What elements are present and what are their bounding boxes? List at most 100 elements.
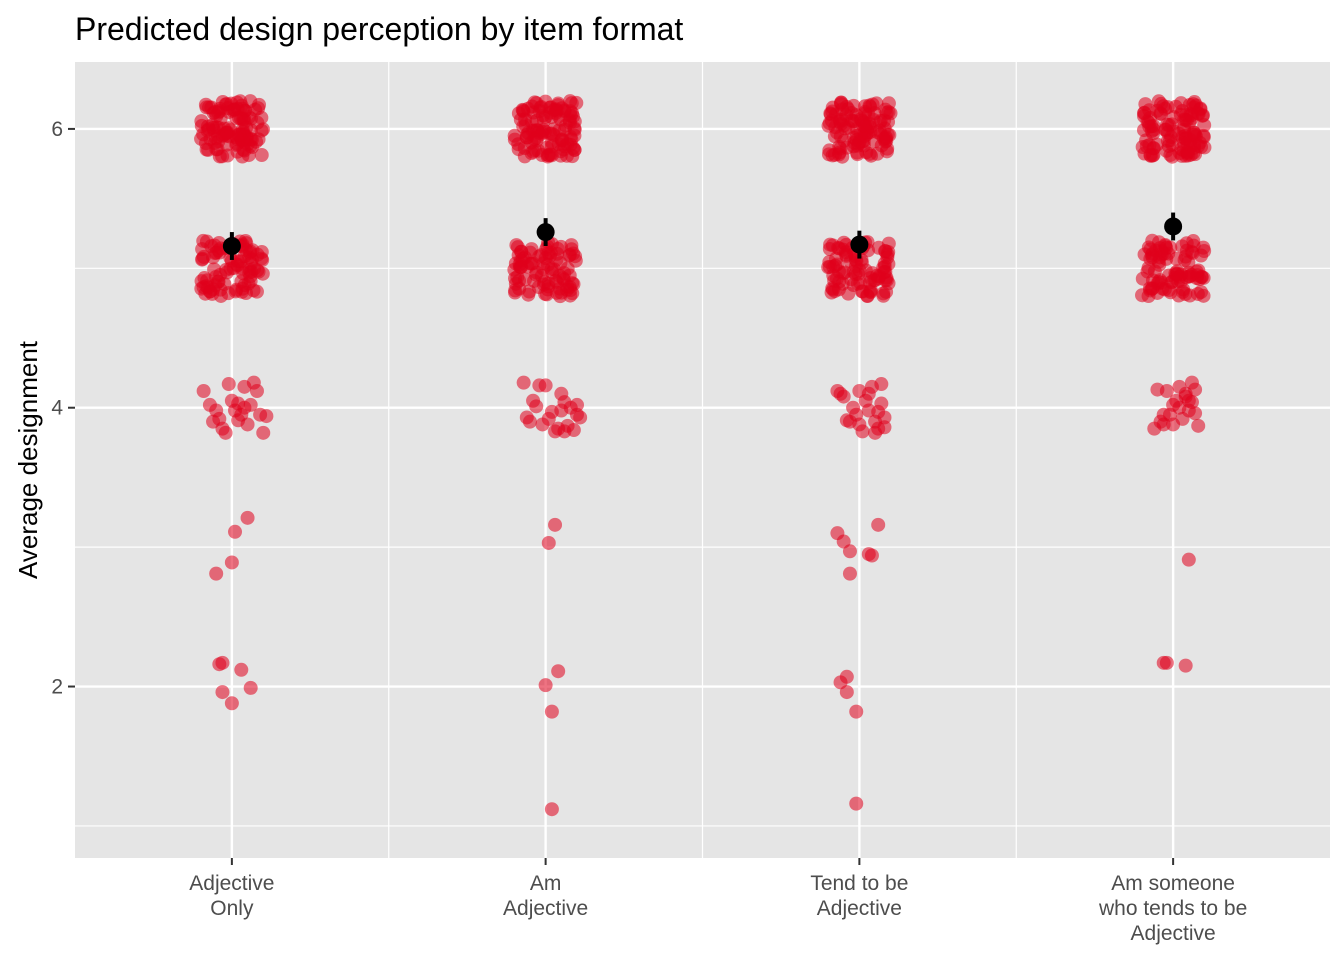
data-point: [874, 377, 889, 392]
mean-point: [222, 237, 241, 256]
data-point: [553, 289, 568, 304]
data-point: [1142, 281, 1157, 296]
data-point: [240, 417, 255, 432]
data-point: [534, 99, 549, 114]
minor-gridlines: [75, 62, 1330, 858]
data-point: [206, 414, 221, 429]
data-point: [841, 120, 856, 135]
data-point: [871, 271, 886, 286]
data-point: [1178, 658, 1193, 673]
data-point: [546, 127, 561, 142]
data-point: [549, 275, 564, 290]
data-point: [1145, 233, 1160, 248]
data-point: [215, 685, 230, 700]
data-point: [842, 566, 857, 581]
data-point: [1176, 282, 1191, 297]
data-point: [570, 397, 584, 412]
data-point: [877, 410, 892, 425]
data-point: [854, 252, 869, 267]
y-axis: 2 4 6: [51, 118, 75, 699]
data-point: [230, 95, 245, 110]
data-point: [516, 375, 531, 390]
data-point: [852, 263, 867, 278]
data-point: [1193, 284, 1208, 299]
data-point: [1191, 418, 1206, 433]
data-point: [551, 109, 566, 124]
x-tick-label: Am Adjective: [503, 872, 588, 920]
data-point: [827, 129, 842, 144]
data-point: [254, 148, 269, 163]
data-point: [837, 265, 852, 280]
x-tick-label-line: Tend to be: [810, 872, 908, 895]
data-point: [544, 704, 559, 719]
data-point: [232, 127, 247, 142]
data-point: [221, 377, 236, 392]
data-point: [1159, 383, 1174, 398]
data-point: [249, 134, 264, 149]
data-point: [544, 802, 559, 817]
data-point: [538, 678, 553, 693]
data-point: [209, 566, 224, 581]
data-point: [514, 244, 529, 259]
data-point: [856, 138, 871, 153]
x-tick-label-line: Adjective: [189, 872, 274, 895]
data-point: [1157, 101, 1172, 116]
data-point: [855, 118, 870, 133]
data-point: [861, 547, 876, 562]
data-point: [567, 142, 582, 157]
data-point: [860, 288, 875, 303]
data-point: [878, 102, 893, 117]
data-point: [855, 424, 870, 439]
data-point: [215, 655, 230, 670]
data-point: [1184, 395, 1199, 410]
data-point: [240, 510, 255, 525]
y-axis-title: Average designment: [13, 340, 43, 579]
data-point: [1161, 138, 1176, 153]
x-tick-label-line: Adjective: [817, 897, 902, 920]
data-point: [252, 97, 267, 112]
x-tick-label: Tend to be Adjective: [810, 872, 908, 920]
data-point: [1166, 417, 1181, 432]
major-gridlines: [75, 62, 1330, 858]
data-point: [842, 544, 857, 559]
data-point: [526, 393, 541, 408]
data-point: [876, 288, 891, 303]
data-point: [539, 140, 554, 155]
data-point: [224, 696, 239, 711]
data-point: [553, 148, 568, 163]
data-point: [1181, 255, 1196, 270]
data-point: [871, 517, 886, 532]
data-point: [1143, 110, 1158, 125]
y-tick-label: 6: [51, 118, 63, 141]
data-point: [508, 285, 523, 300]
data-point: [1189, 264, 1204, 279]
data-point: [256, 425, 271, 440]
data-point: [1181, 552, 1196, 567]
data-point: [236, 266, 251, 281]
mean-point: [850, 235, 869, 254]
x-tick-label-line: Adjective: [503, 897, 588, 920]
data-point: [841, 286, 856, 301]
data-point: [219, 128, 234, 143]
data-point: [1186, 125, 1201, 140]
data-point: [877, 121, 892, 136]
data-point: [825, 238, 840, 253]
y-tick-label: 4: [51, 397, 63, 420]
data-point: [243, 397, 258, 412]
data-point: [228, 524, 243, 539]
data-point: [538, 378, 553, 393]
data-point: [852, 383, 867, 398]
data-point: [254, 110, 269, 125]
data-point: [218, 97, 233, 112]
data-point: [1165, 149, 1180, 164]
data-point: [834, 97, 849, 112]
data-point: [839, 669, 854, 684]
x-tick-label-line: Am: [530, 872, 562, 895]
data-point: [553, 239, 568, 254]
data-point: [1139, 133, 1154, 148]
data-point: [849, 704, 864, 719]
data-point: [563, 108, 578, 123]
data-point: [1196, 240, 1211, 255]
data-point: [251, 264, 266, 279]
data-point: [1145, 250, 1160, 265]
